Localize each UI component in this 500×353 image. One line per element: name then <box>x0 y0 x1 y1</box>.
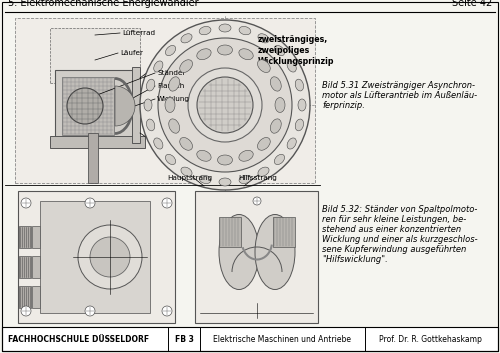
Circle shape <box>78 225 142 289</box>
Circle shape <box>67 88 103 124</box>
Ellipse shape <box>168 77 179 91</box>
Ellipse shape <box>239 175 251 184</box>
Circle shape <box>162 198 172 208</box>
Circle shape <box>188 68 262 142</box>
Ellipse shape <box>295 119 304 131</box>
Ellipse shape <box>199 175 211 184</box>
Bar <box>32 256 40 278</box>
Ellipse shape <box>219 24 231 32</box>
Ellipse shape <box>166 154 175 164</box>
Ellipse shape <box>219 178 231 186</box>
Circle shape <box>253 197 261 205</box>
Text: Wicklung: Wicklung <box>157 96 190 102</box>
Ellipse shape <box>287 61 296 72</box>
Text: ren für sehr kleine Leistungen, be-: ren für sehr kleine Leistungen, be- <box>322 215 466 224</box>
Bar <box>40 201 150 313</box>
Text: Bild 5.31 Zweisträngiger Asynchron-: Bild 5.31 Zweisträngiger Asynchron- <box>322 81 475 90</box>
Bar <box>19 226 31 248</box>
Text: 5. Elektromechanische Energiewandler: 5. Elektromechanische Energiewandler <box>8 0 198 8</box>
Bar <box>195 191 318 323</box>
Circle shape <box>21 306 31 316</box>
Bar <box>219 217 241 247</box>
Bar <box>50 28 140 83</box>
Text: "Hilfswicklung".: "Hilfswicklung". <box>322 255 388 264</box>
Text: Prof. Dr. R. Gottkehaskamp: Prof. Dr. R. Gottkehaskamp <box>378 335 482 343</box>
Ellipse shape <box>218 45 232 55</box>
Ellipse shape <box>180 138 192 150</box>
Ellipse shape <box>258 34 269 43</box>
Text: Flansch: Flansch <box>157 83 184 89</box>
Bar <box>18 191 175 323</box>
Text: FACHHOCHSCHULE DÜSSELDORF: FACHHOCHSCHULE DÜSSELDORF <box>8 335 149 343</box>
Ellipse shape <box>287 138 296 149</box>
Ellipse shape <box>239 49 253 60</box>
Bar <box>50 136 145 148</box>
Text: stehend aus einer konzentrierten: stehend aus einer konzentrierten <box>322 225 461 234</box>
Text: Wicklung und einer als kurzgeschlos-: Wicklung und einer als kurzgeschlos- <box>322 235 478 244</box>
Ellipse shape <box>197 150 211 161</box>
Bar <box>132 67 140 143</box>
Circle shape <box>162 306 172 316</box>
Ellipse shape <box>197 49 211 60</box>
Ellipse shape <box>180 60 192 72</box>
Text: Bild 5.32: Ständer von Spaltpolmoto-: Bild 5.32: Ständer von Spaltpolmoto- <box>322 205 478 214</box>
Circle shape <box>21 198 31 208</box>
Ellipse shape <box>154 138 163 149</box>
Ellipse shape <box>168 119 179 133</box>
Ellipse shape <box>181 34 192 43</box>
Bar <box>19 256 31 278</box>
Ellipse shape <box>239 150 253 161</box>
Circle shape <box>140 20 310 190</box>
Ellipse shape <box>146 119 155 131</box>
Ellipse shape <box>166 46 175 56</box>
Bar <box>273 217 295 247</box>
Text: Hilfsstrang: Hilfsstrang <box>238 175 278 181</box>
Bar <box>62 77 114 135</box>
Ellipse shape <box>239 26 251 35</box>
Text: motor als Lüfterantrieb im Außenläu-: motor als Lüfterantrieb im Außenläu- <box>322 91 477 100</box>
Bar <box>88 133 98 183</box>
Bar <box>15 18 315 183</box>
Ellipse shape <box>295 79 304 91</box>
Text: Ständer: Ständer <box>157 70 186 76</box>
Text: Läufer: Läufer <box>120 50 143 56</box>
Text: FB 3: FB 3 <box>174 335 194 343</box>
Ellipse shape <box>154 61 163 72</box>
Ellipse shape <box>270 119 281 133</box>
Ellipse shape <box>144 99 152 111</box>
Ellipse shape <box>258 138 270 150</box>
Ellipse shape <box>146 79 155 91</box>
Bar <box>32 286 40 308</box>
Bar <box>2 327 498 351</box>
Ellipse shape <box>255 215 295 289</box>
Ellipse shape <box>274 46 284 56</box>
Ellipse shape <box>270 77 281 91</box>
Circle shape <box>85 306 95 316</box>
Ellipse shape <box>199 26 211 35</box>
Circle shape <box>85 198 95 208</box>
Bar <box>19 286 31 308</box>
Ellipse shape <box>258 60 270 72</box>
Text: Elektrische Maschinen und Antriebe: Elektrische Maschinen und Antriebe <box>213 335 351 343</box>
Bar <box>32 226 40 248</box>
Wedge shape <box>115 86 135 126</box>
Text: zweisträngiges,
zweipoliges
Wicklungsprinzip: zweisträngiges, zweipoliges Wicklungspri… <box>258 35 334 66</box>
Ellipse shape <box>219 215 259 289</box>
Text: sene Kupferwindung ausgeführten: sene Kupferwindung ausgeführten <box>322 245 466 254</box>
Text: Seite 42: Seite 42 <box>452 0 492 8</box>
Text: Lüfterrad: Lüfterrad <box>122 30 155 36</box>
Text: ferprinzip.: ferprinzip. <box>322 101 365 110</box>
Circle shape <box>197 77 253 133</box>
Bar <box>55 70 135 140</box>
Ellipse shape <box>218 155 232 165</box>
Ellipse shape <box>298 99 306 111</box>
Ellipse shape <box>258 167 269 176</box>
Ellipse shape <box>275 97 285 113</box>
Ellipse shape <box>274 154 284 164</box>
Circle shape <box>90 237 130 277</box>
Ellipse shape <box>181 167 192 176</box>
Ellipse shape <box>165 97 175 113</box>
Circle shape <box>158 38 292 172</box>
Text: Hauptstrang: Hauptstrang <box>168 175 212 181</box>
